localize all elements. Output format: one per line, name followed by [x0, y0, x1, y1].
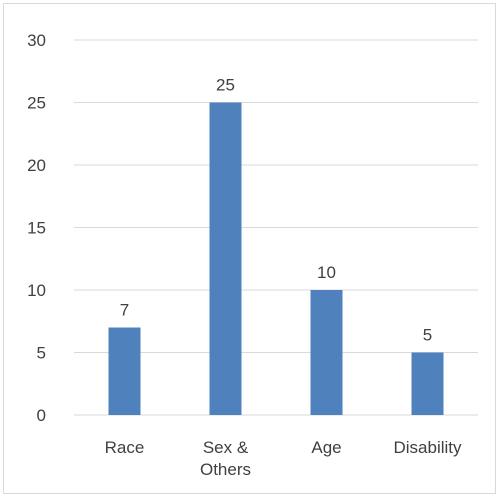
data-label: 25	[216, 76, 235, 95]
y-tick-label: 0	[37, 406, 46, 425]
category-label: Race	[105, 438, 145, 457]
y-tick-label: 30	[27, 31, 46, 50]
data-label: 7	[120, 301, 129, 320]
category-label: Age	[311, 438, 341, 457]
category-label: Disability	[393, 438, 462, 457]
y-tick-label: 5	[37, 344, 46, 363]
category-label: Sex & Others	[200, 438, 251, 479]
y-axis-tick-labels: 0 5 10 15 20 25 30	[27, 31, 46, 425]
bar	[109, 328, 141, 416]
y-tick-label: 10	[27, 281, 46, 300]
y-tick-label: 15	[27, 219, 46, 238]
data-label: 5	[423, 326, 432, 345]
bar	[210, 103, 242, 416]
data-label: 10	[317, 263, 336, 282]
x-axis-category-labels: Race Sex & Others Age Disability	[105, 438, 462, 479]
bar	[412, 353, 444, 416]
y-tick-label: 25	[27, 94, 46, 113]
data-labels: 7 25 10 5	[120, 76, 432, 345]
bar	[311, 290, 343, 415]
y-tick-label: 20	[27, 156, 46, 175]
bars	[109, 103, 444, 416]
